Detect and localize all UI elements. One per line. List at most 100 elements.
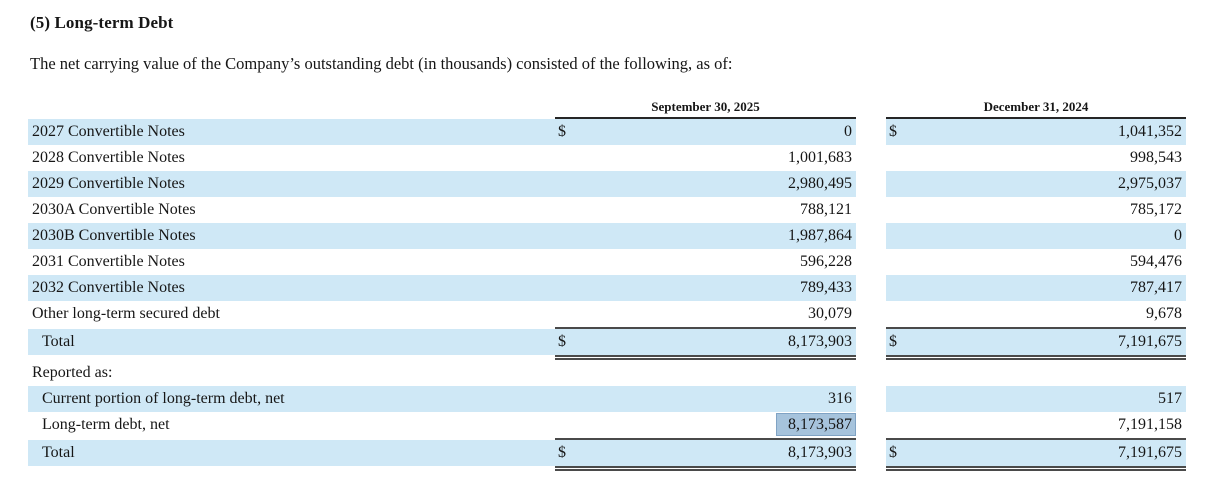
column-header-december-2024: December 31, 2024: [886, 99, 1186, 119]
column-gap: [856, 249, 886, 275]
column-gap: [856, 301, 886, 327]
row-label: Current portion of long-term debt, net: [28, 386, 555, 412]
dollar-sign-september-2025: [555, 197, 579, 223]
value-december-2024: 594,476: [1130, 253, 1182, 270]
value-september-2025: 1,001,683: [788, 149, 852, 166]
dollar-sign-september-2025: [555, 249, 579, 275]
column-gap: [856, 145, 886, 171]
row-label: 2032 Convertible Notes: [28, 275, 555, 301]
table-row: 2028 Convertible Notes 1,001,683 998,543: [28, 145, 1186, 171]
dollar-sign-december-2024: [886, 412, 910, 438]
value-september-2025: 8,173,903: [579, 438, 856, 471]
value-december-2024: 9,678: [1146, 305, 1182, 322]
row-label: 2031 Convertible Notes: [32, 253, 185, 270]
table-row: 2032 Convertible Notes 789,433 787,417: [28, 275, 1186, 301]
row-label: Reported as:: [32, 364, 113, 381]
table-row: 2029 Convertible Notes 2,980,495 2,975,037: [28, 171, 1186, 197]
dollar-sign-december-2024: [886, 249, 910, 275]
long-term-debt-table: September 30, 2025 December 31, 2024 202…: [28, 94, 1186, 471]
dollar-sign-september-2025: [555, 386, 579, 412]
value-september-2025: 316: [579, 386, 856, 412]
table-body: 2027 Convertible Notes $0 $1,041,352 2028 C…: [28, 119, 1186, 471]
value-december-2024: 785,172: [1130, 201, 1182, 218]
column-gap: [856, 197, 886, 223]
value-september-2025: 30,079: [808, 305, 852, 322]
value-december-2024: 1,041,352: [910, 119, 1186, 145]
value-september-2025: 1,987,864: [579, 223, 856, 249]
dollar-sign-december-2024: [886, 171, 910, 197]
value-september-2025: [579, 360, 856, 386]
value-december-2024: 2,975,037: [910, 171, 1186, 197]
dollar-sign-september-2025: [555, 412, 579, 438]
row-label: Total: [28, 327, 555, 360]
column-gap: [856, 94, 886, 119]
value-september-2025: 8,173,903: [579, 327, 856, 360]
value-december-2024: 998,543: [1130, 149, 1182, 166]
row-label: Other long-term secured debt: [32, 305, 220, 322]
dollar-sign-september-2025: $: [555, 327, 579, 360]
column-gap: [856, 386, 886, 412]
highlighted-value: 8,173,587: [776, 413, 856, 436]
dollar-sign-december-2024: [886, 197, 910, 223]
value-december-2024: 517: [910, 386, 1186, 412]
intro-text: The net carrying value of the Company’s …: [30, 54, 733, 73]
column-gap: [856, 438, 886, 471]
table-row: Total $8,173,903 $7,191,675: [28, 327, 1186, 360]
dollar-sign-december-2024: $: [886, 119, 910, 145]
dollar-sign-december-2024: [886, 223, 910, 249]
value-september-2025: 788,121: [800, 201, 852, 218]
column-gap: [856, 171, 886, 197]
value-december-2024: 7,191,675: [910, 327, 1186, 360]
column-gap: [856, 223, 886, 249]
table-row: Other long-term secured debt 30,079 9,678: [28, 301, 1186, 327]
table-row: 2031 Convertible Notes 596,228 594,476: [28, 249, 1186, 275]
dollar-sign-september-2025: [555, 360, 579, 386]
table-header-row: September 30, 2025 December 31, 2024: [28, 94, 1186, 119]
value-december-2024: [910, 360, 1186, 386]
dollar-sign-december-2024: [886, 145, 910, 171]
dollar-sign-september-2025: $: [555, 119, 579, 145]
value-september-2025: 596,228: [800, 253, 852, 270]
dollar-sign-september-2025: [555, 275, 579, 301]
value-december-2024: 0: [910, 223, 1186, 249]
column-gap: [856, 412, 886, 438]
document-page: (5) Long-term Debt The net carrying valu…: [0, 13, 1208, 471]
dollar-sign-september-2025: [555, 223, 579, 249]
dollar-sign-september-2025: [555, 301, 579, 327]
column-gap: [856, 360, 886, 386]
dollar-sign-december-2024: [886, 386, 910, 412]
value-december-2024: 7,191,675: [910, 438, 1186, 471]
table-row: 2030A Convertible Notes 788,121 785,172: [28, 197, 1186, 223]
header-spacer: [28, 94, 555, 119]
column-gap: [856, 275, 886, 301]
value-december-2024: 787,417: [910, 275, 1186, 301]
row-label: 2028 Convertible Notes: [32, 149, 185, 166]
column-gap: [856, 119, 886, 145]
section-title: (5) Long-term Debt: [30, 13, 174, 32]
value-september-2025: 0: [579, 119, 856, 145]
table-row: 2030B Convertible Notes 1,987,864 0: [28, 223, 1186, 249]
dollar-sign-december-2024: $: [886, 327, 910, 360]
dollar-sign-september-2025: [555, 145, 579, 171]
table-row: 2027 Convertible Notes $0 $1,041,352: [28, 119, 1186, 145]
column-gap: [856, 327, 886, 360]
value-december-2024: 7,191,158: [1118, 416, 1182, 433]
row-label: 2030B Convertible Notes: [28, 223, 555, 249]
value-september-2025: 8,173,587: [579, 412, 856, 438]
value-september-2025: 2,980,495: [579, 171, 856, 197]
table-row: Current portion of long-term debt, net 31…: [28, 386, 1186, 412]
table-row: Total $8,173,903 $7,191,675: [28, 438, 1186, 471]
row-label: 2030A Convertible Notes: [32, 201, 196, 218]
row-label: Long-term debt, net: [42, 416, 170, 433]
dollar-sign-december-2024: [886, 360, 910, 386]
row-label: Total: [28, 438, 555, 471]
table-row: Reported as:: [28, 360, 1186, 386]
row-label: 2027 Convertible Notes: [28, 119, 555, 145]
dollar-sign-december-2024: $: [886, 438, 910, 471]
column-header-september-2025: September 30, 2025: [555, 99, 856, 119]
value-september-2025: 789,433: [579, 275, 856, 301]
dollar-sign-december-2024: [886, 275, 910, 301]
dollar-sign-september-2025: $: [555, 438, 579, 471]
dollar-sign-december-2024: [886, 301, 910, 327]
row-label: 2029 Convertible Notes: [28, 171, 555, 197]
